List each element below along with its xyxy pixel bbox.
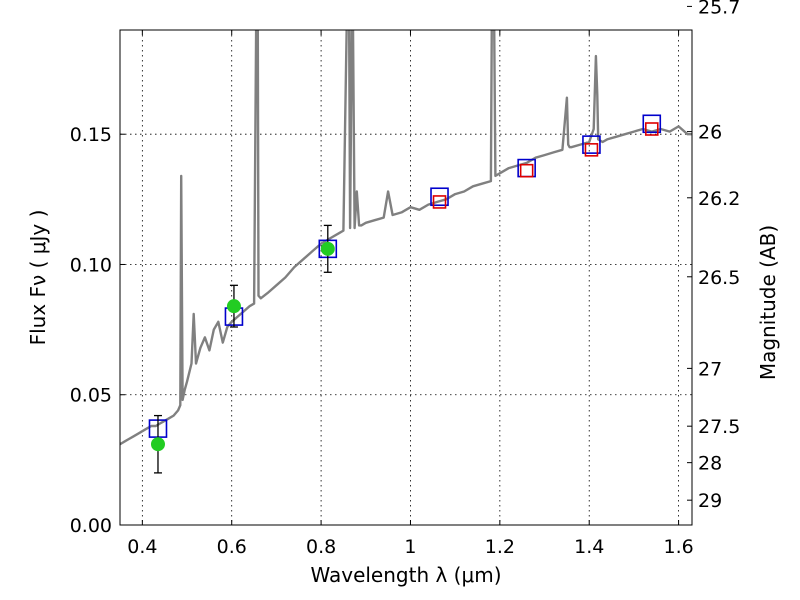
observed-photometry-square [432,195,447,209]
x-tick-label: 0.4 [127,536,157,558]
plot-frame [119,29,693,526]
spectrum-line [120,30,692,446]
x-tick-label: 1.6 [663,536,693,558]
observed-photometry-square [644,122,659,136]
right-axis-label: Magnitude (AB) [756,225,780,380]
y-tick-label: 0.10 [70,254,112,276]
right-tick-label: 27 [698,358,722,380]
model-photometry-square [582,135,601,154]
x-tick-label: 0.6 [217,536,247,558]
observed-photometry-square [584,143,599,157]
detection-point [226,299,241,314]
y-tick-label: 0.05 [70,385,112,407]
x-tick-label: 1.2 [485,536,515,558]
axes: 0.4 0.6 0.8 1 1.2 1.4 1.6 0.00 0.05 0.10 0.15 25.7 2… [70,0,741,558]
y-tick-label: 0.15 [70,124,112,146]
x-tick-label: 0.8 [306,536,336,558]
right-tick-label: 26.5 [698,267,740,289]
x-tick-label: 1 [404,536,416,558]
observed-photometry-square [519,163,534,178]
x-tick-label: 1.4 [574,536,604,558]
y-axis-label: Flux Fν ( μJy ) [26,210,50,346]
y-tick-label: 0.00 [70,515,112,537]
plot-series [120,30,692,474]
x-axis-label: Wavelength λ (μm) [310,563,501,587]
detection-point [320,241,335,256]
right-tick-label: 28 [698,453,722,475]
model-photometry-square [430,187,449,207]
right-tick-label: 27.5 [698,416,740,438]
model-photometry-square [642,114,662,134]
right-tick-label: 26 [698,122,722,144]
right-tick-label: 26.2 [698,188,740,210]
right-tick-label: 25.7 [698,0,740,18]
detection-point [150,437,165,452]
right-tick-label: 29 [698,490,722,512]
